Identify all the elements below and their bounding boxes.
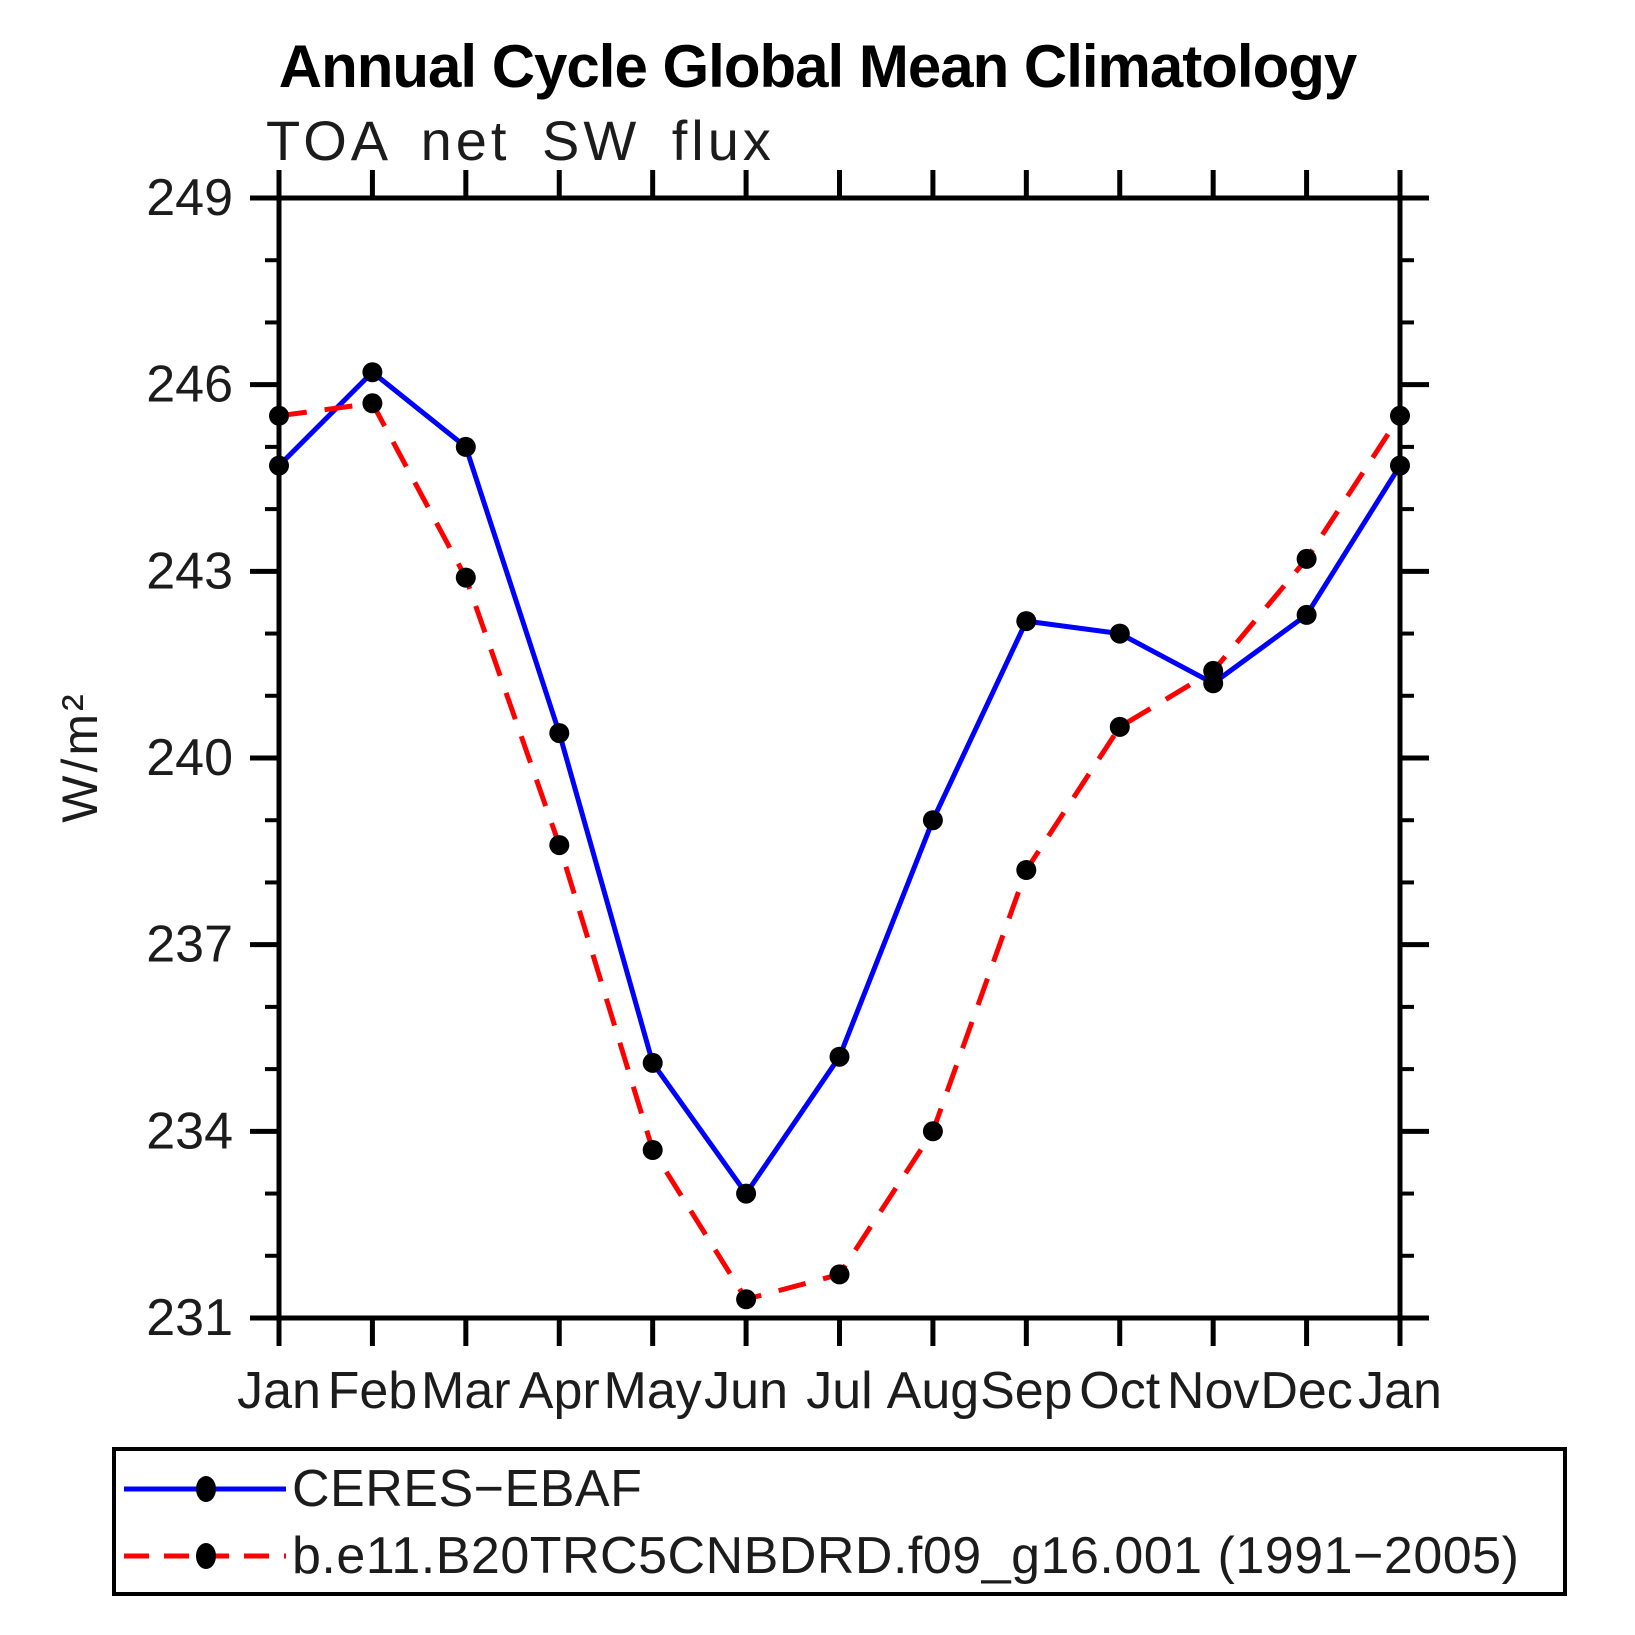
legend-line-sample-solid — [124, 1476, 286, 1502]
legend-item-ceres-ebaf: CERES−EBAF — [120, 1463, 642, 1515]
x-tick-label: Jun — [704, 1362, 788, 1420]
legend-line-sample-dashed — [124, 1543, 286, 1569]
x-tick-label: Mar — [421, 1362, 511, 1420]
x-tick-label: Sep — [980, 1362, 1073, 1420]
x-tick-label: Dec — [1260, 1362, 1352, 1420]
x-tick-label: Apr — [519, 1362, 600, 1420]
legend-item-model: b.e11.B20TRC5CNBDRD.f09_g16.001 (1991−20… — [120, 1530, 1519, 1582]
legend-label-ceres-ebaf: CERES−EBAF — [292, 1460, 643, 1518]
y-tick-label: 231 — [146, 1289, 233, 1347]
y-tick-label: 234 — [146, 1102, 233, 1160]
x-tick-label: Nov — [1167, 1362, 1259, 1420]
x-tick-label: Feb — [328, 1362, 418, 1420]
series-lines — [269, 362, 1410, 1310]
y-tick-label: 240 — [146, 729, 233, 787]
x-tick-labels: Jan Feb Mar Apr May Jun Jul Aug Sep Oct Nov Dec Jan — [237, 1362, 1442, 1420]
legend: CERES−EBAF b.e11.B20TRC5CNBDRD.f09_g16.0… — [112, 1447, 1567, 1596]
chart-subtitle: TOA net SW flux — [266, 109, 775, 172]
x-tick-label: Jan — [1358, 1362, 1442, 1420]
y-tick-labels: 231 234 237 240 243 246 249 — [146, 169, 233, 1347]
y-tick-label: 243 — [146, 542, 233, 600]
series-line-1 — [278, 400, 1403, 1302]
x-tick-label: Jan — [237, 1362, 321, 1420]
y-tick-label: 237 — [146, 916, 233, 974]
y-tick-label: 249 — [146, 169, 233, 227]
y-tick-label: 246 — [146, 356, 233, 414]
x-tick-label: May — [604, 1362, 702, 1420]
axes — [250, 170, 1429, 1346]
series-markers-0 — [269, 362, 1410, 1204]
chart-title: Annual Cycle Global Mean Climatology — [278, 33, 1358, 100]
x-tick-label: Jul — [806, 1362, 872, 1420]
series-markers-1 — [269, 393, 1410, 1310]
series-line-0 — [277, 369, 1403, 1197]
legend-label-model: b.e11.B20TRC5CNBDRD.f09_g16.001 (1991−20… — [292, 1527, 1520, 1585]
x-tick-label: Oct — [1079, 1362, 1160, 1420]
x-tick-label: Aug — [887, 1362, 980, 1420]
